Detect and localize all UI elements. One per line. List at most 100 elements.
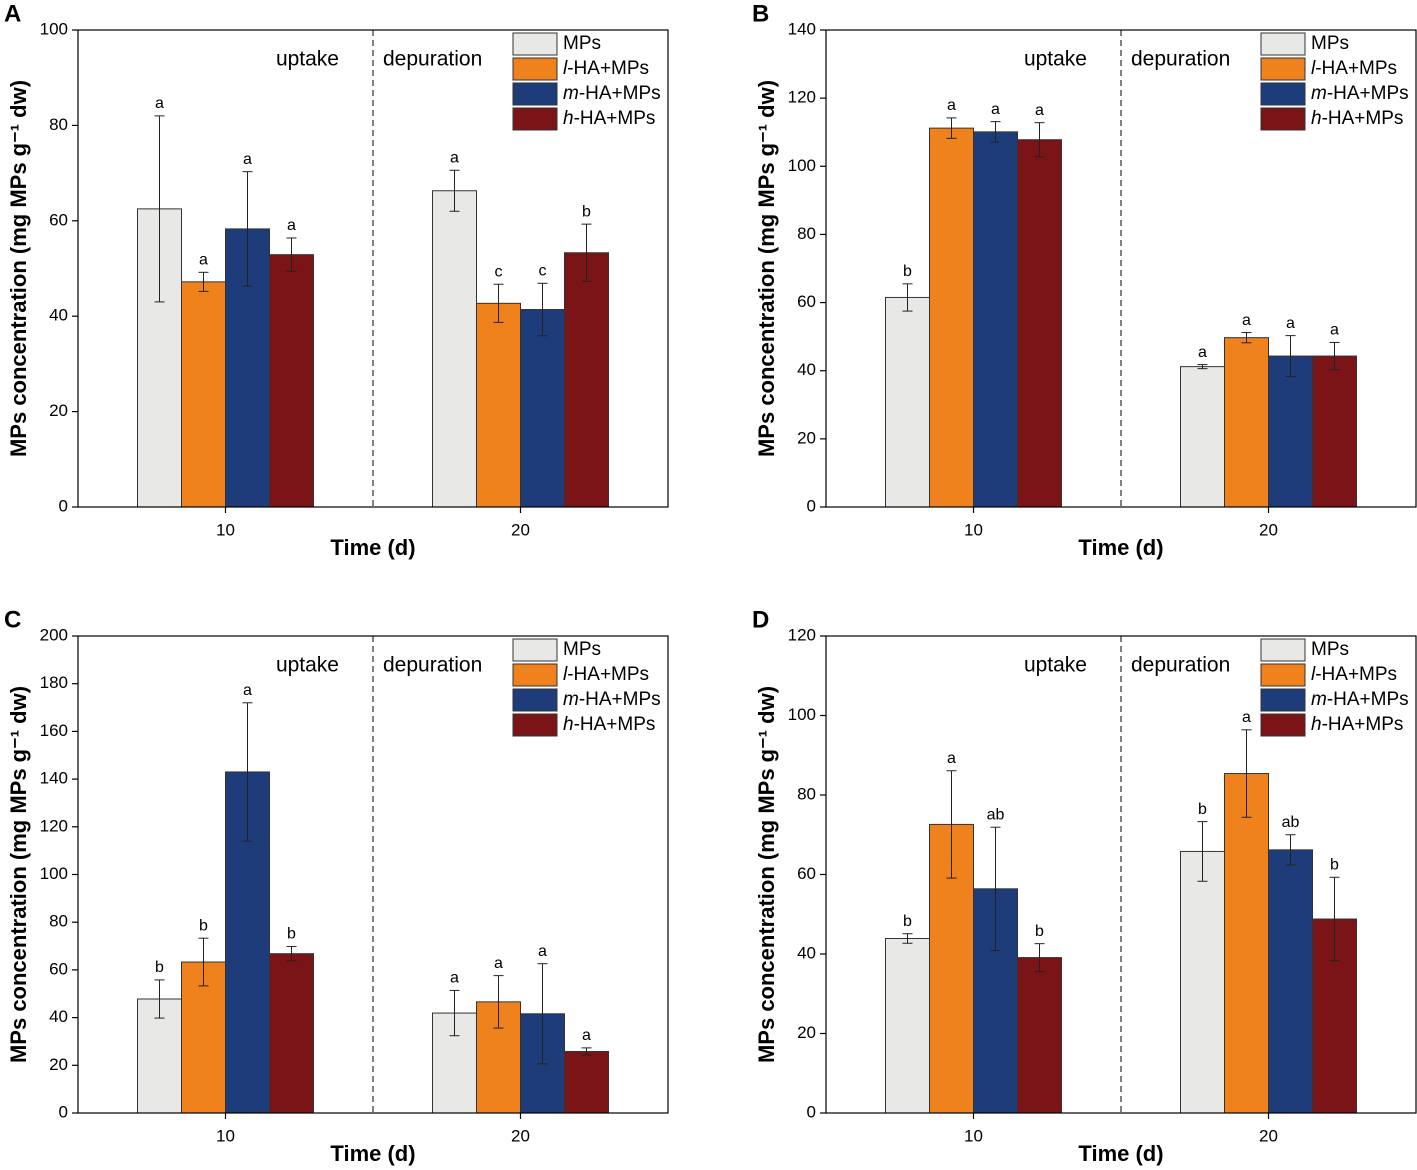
bar bbox=[1312, 355, 1357, 508]
error-bar bbox=[493, 975, 504, 1029]
y-tick-label: 0 bbox=[807, 1102, 816, 1121]
y-axis-title: MPs concentration (mg MPs g⁻¹ dw) bbox=[6, 686, 31, 1063]
y-tick-label: 160 bbox=[40, 721, 68, 740]
significance-letter: b bbox=[582, 203, 591, 220]
legend-label: MPs bbox=[1311, 639, 1349, 660]
legend-swatch bbox=[512, 713, 558, 737]
significance-letter: ab bbox=[987, 806, 1005, 823]
significance-letter: b bbox=[287, 926, 296, 943]
significance-letter: a bbox=[1198, 344, 1207, 361]
legend-swatch bbox=[1260, 713, 1306, 737]
y-tick-label: 80 bbox=[49, 912, 68, 931]
bar bbox=[929, 127, 974, 508]
plot-frame bbox=[77, 29, 669, 508]
error-bar bbox=[902, 933, 913, 944]
x-tick-label: 20 bbox=[511, 520, 530, 539]
error-bar bbox=[1329, 876, 1340, 962]
y-tick-label: 0 bbox=[807, 496, 816, 515]
significance-letter: a bbox=[494, 955, 503, 972]
panel-label: D bbox=[752, 606, 769, 633]
significance-letter: b bbox=[1198, 801, 1207, 818]
x-tick-label: 20 bbox=[1259, 520, 1278, 539]
bar bbox=[1268, 355, 1313, 508]
error-bar bbox=[1329, 341, 1340, 371]
legend-swatch bbox=[512, 107, 558, 131]
panel-label: C bbox=[4, 606, 21, 633]
legend-label: h-HA+MPs bbox=[563, 108, 655, 129]
y-tick-label: 80 bbox=[797, 784, 816, 803]
x-tick-label: 10 bbox=[964, 520, 983, 539]
bar bbox=[1017, 139, 1062, 508]
error-bar bbox=[946, 117, 957, 139]
annotation: depuration bbox=[1131, 654, 1230, 677]
significance-letter: b bbox=[155, 959, 164, 976]
y-tick-label: 60 bbox=[797, 864, 816, 883]
bar bbox=[181, 281, 226, 508]
error-bar bbox=[198, 937, 209, 987]
error-bar bbox=[198, 271, 209, 292]
error-bar bbox=[902, 283, 913, 312]
error-bar bbox=[154, 115, 165, 303]
bar bbox=[181, 961, 226, 1114]
error-bar bbox=[990, 826, 1001, 951]
x-axis-title: Time (d) bbox=[1078, 535, 1163, 560]
x-axis-title: Time (d) bbox=[1078, 1141, 1163, 1166]
chart-panel: 0 20 40 60 80 100 120 140 160 180 200 b a b a a a b a 10 20 u… bbox=[4, 606, 669, 1166]
significance-letter: a bbox=[450, 970, 459, 987]
significance-letter: a bbox=[155, 95, 164, 112]
bar bbox=[520, 309, 565, 508]
legend-swatch bbox=[512, 638, 558, 662]
y-tick-label: 20 bbox=[797, 1023, 816, 1042]
error-bar bbox=[1285, 335, 1296, 378]
bar bbox=[1180, 850, 1225, 1114]
y-axis-title: MPs concentration (mg MPs g⁻¹ dw) bbox=[6, 80, 31, 457]
significance-letter: b bbox=[1330, 857, 1339, 874]
legend-swatch bbox=[1260, 107, 1306, 131]
error-bar bbox=[1241, 729, 1252, 818]
bar bbox=[269, 953, 314, 1114]
y-tick-label: 200 bbox=[40, 625, 68, 644]
annotation: depuration bbox=[1131, 48, 1230, 71]
y-tick-label: 140 bbox=[788, 19, 816, 38]
error-bar bbox=[581, 1047, 592, 1056]
legend-swatch bbox=[1260, 663, 1306, 687]
error-bar bbox=[1034, 943, 1045, 972]
y-axis-title: MPs concentration (mg MPs g⁻¹ dw) bbox=[754, 686, 779, 1063]
panel-label: A bbox=[4, 0, 21, 27]
legend-swatch bbox=[512, 32, 558, 56]
y-tick-label: 40 bbox=[797, 360, 816, 379]
y-tick-label: 100 bbox=[788, 156, 816, 175]
error-bar bbox=[286, 237, 297, 272]
y-tick-label: 20 bbox=[49, 401, 68, 420]
legend-label: m-HA+MPs bbox=[1311, 689, 1409, 710]
legend-label: l-HA+MPs bbox=[563, 664, 649, 685]
y-tick-label: 60 bbox=[797, 292, 816, 311]
y-tick-label: 20 bbox=[49, 1055, 68, 1074]
significance-letter: a bbox=[1330, 322, 1339, 339]
legend-swatch bbox=[512, 82, 558, 106]
legend-label: m-HA+MPs bbox=[1311, 83, 1409, 104]
bar bbox=[973, 131, 1018, 508]
error-bar bbox=[449, 169, 460, 212]
error-bar bbox=[581, 223, 592, 282]
error-bar bbox=[1034, 122, 1045, 158]
x-tick-label: 20 bbox=[511, 1126, 530, 1145]
error-bar bbox=[1285, 834, 1296, 866]
legend-label: m-HA+MPs bbox=[563, 689, 661, 710]
y-tick-label: 60 bbox=[49, 210, 68, 229]
y-tick-label: 60 bbox=[49, 959, 68, 978]
bar bbox=[269, 254, 314, 508]
legend-swatch bbox=[1260, 638, 1306, 662]
y-tick-label: 0 bbox=[59, 496, 68, 515]
significance-letter: a bbox=[287, 217, 296, 234]
error-bar bbox=[286, 946, 297, 962]
legend-swatch bbox=[1260, 82, 1306, 106]
y-tick-label: 100 bbox=[788, 705, 816, 724]
bar bbox=[1224, 773, 1269, 1114]
y-tick-label: 100 bbox=[40, 19, 68, 38]
significance-letter: a bbox=[1286, 315, 1295, 332]
y-tick-label: 80 bbox=[797, 224, 816, 243]
significance-letter: a bbox=[243, 682, 252, 699]
y-tick-label: 140 bbox=[40, 769, 68, 788]
